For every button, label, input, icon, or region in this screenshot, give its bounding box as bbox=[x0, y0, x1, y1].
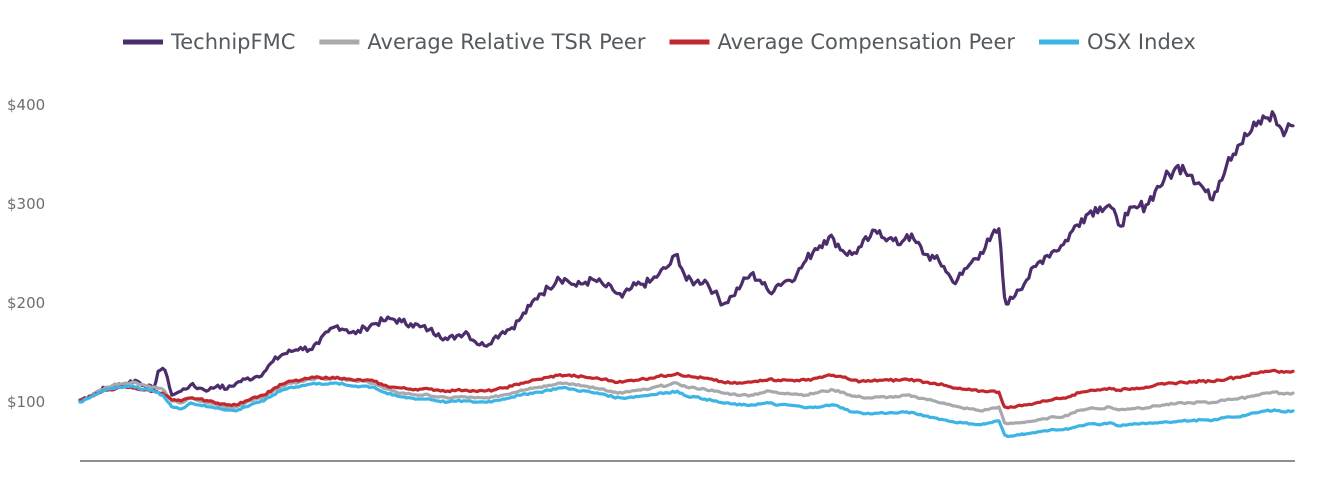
series-line-technipfmc bbox=[78, 110, 1295, 402]
series-line-osx-index bbox=[78, 381, 1295, 439]
series-line-average-relative-tsr-peer bbox=[78, 375, 1295, 426]
y-tick-label-400: $400 bbox=[7, 96, 45, 114]
plot-area bbox=[78, 110, 1295, 439]
y-tick-label-100: $100 bbox=[7, 393, 45, 411]
legend-label-average-relative-tsr-peer: Average Relative TSR Peer bbox=[367, 30, 645, 54]
y-axis: $100 $200 $300 $400 bbox=[7, 96, 45, 411]
y-tick-label-200: $200 bbox=[7, 294, 45, 312]
legend-label-osx-index: OSX Index bbox=[1087, 30, 1196, 54]
y-tick-label-300: $300 bbox=[7, 195, 45, 213]
legend-label-average-compensation-peer: Average Compensation Peer bbox=[717, 30, 1015, 54]
chart-legend: TechnipFMC Average Relative TSR Peer Avera… bbox=[123, 30, 1196, 54]
legend-label-technipfmc: TechnipFMC bbox=[170, 30, 295, 54]
series-line-average-compensation-peer bbox=[78, 368, 1295, 410]
